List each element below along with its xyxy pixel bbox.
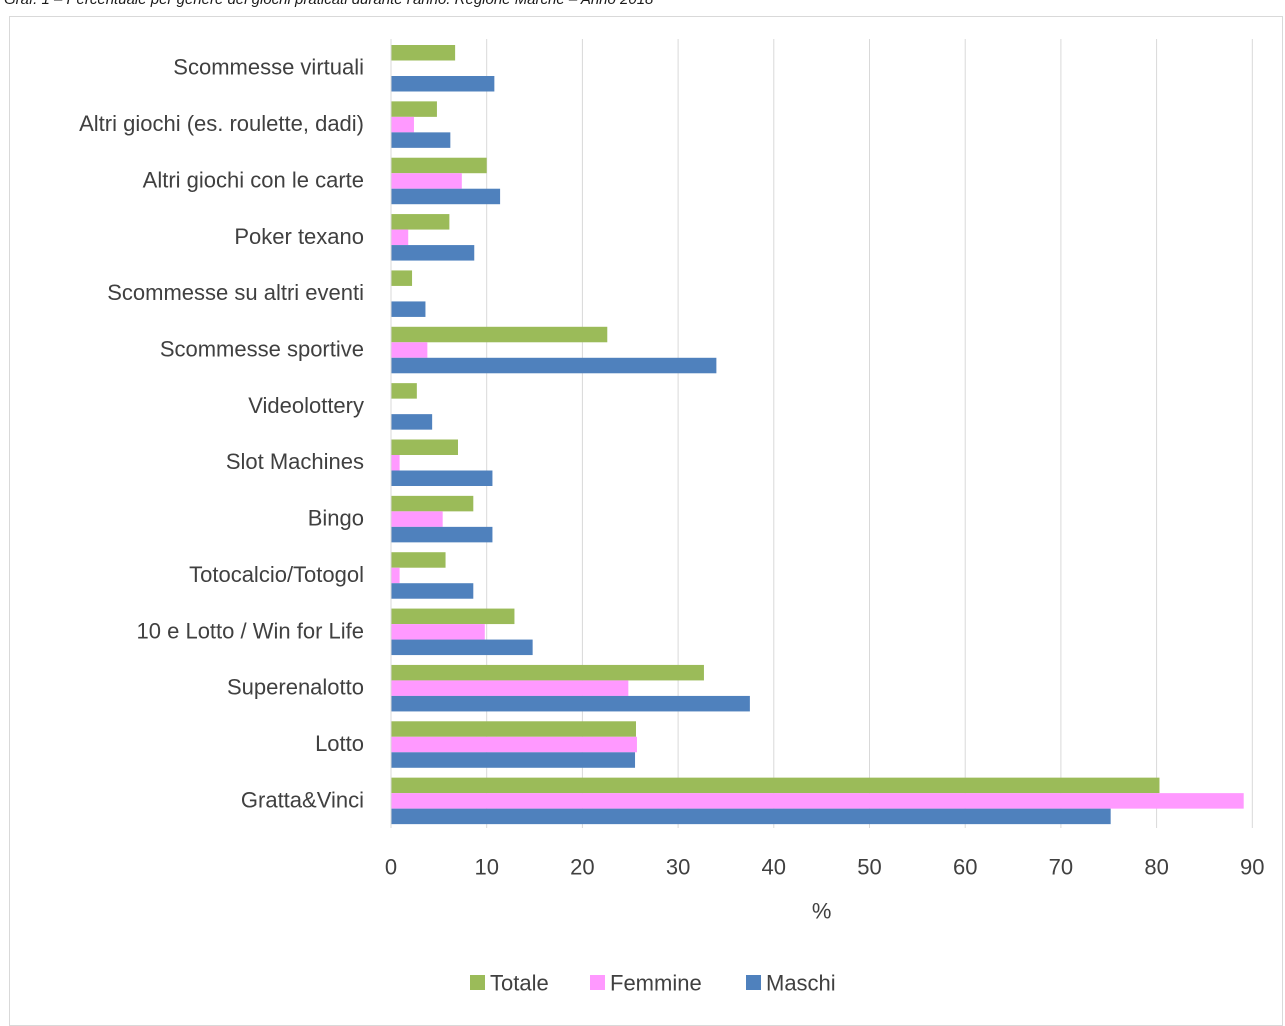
category-label-scommesse-sportive: Scommesse sportive	[160, 336, 364, 361]
x-axis-title: %	[812, 899, 832, 924]
category-label-altri-giochi-con-le-carte: Altri giochi con le carte	[143, 167, 364, 192]
bar-totale-altri-giochi-con-le-carte	[391, 157, 487, 174]
bar-maschi-slot-machines	[391, 470, 493, 486]
bar-maschi-altri-giochi-con-le-carte	[391, 188, 501, 205]
x-tick-label-20: 20	[570, 855, 594, 880]
legend-swatch-maschi	[746, 975, 761, 990]
bar-maschi-bingo	[391, 526, 493, 543]
bar-totale-bingo	[391, 495, 474, 512]
legend-label-maschi: Maschi	[766, 971, 836, 996]
x-tick-label-90: 90	[1240, 855, 1264, 880]
x-tick-label-50: 50	[857, 855, 881, 880]
category-label-totocalcio-totogol: Totocalcio/Totogol	[189, 562, 364, 587]
bar-femmine-totocalcio-totogol	[391, 567, 400, 584]
bar-totale-gratta-vinci	[391, 777, 1160, 794]
bar-femmine-slot-machines	[391, 455, 400, 471]
bar-totale-lotto	[391, 721, 636, 737]
bar-totale-slot-machines	[391, 439, 458, 455]
x-tick-label-40: 40	[762, 855, 786, 880]
bar-totale-superenalotto	[391, 664, 704, 681]
bar-totale-scommesse-virtuali	[391, 45, 456, 61]
category-label-scommesse-su-altri-eventi: Scommesse su altri eventi	[107, 280, 364, 305]
bar-femmine-scommesse-sportive	[391, 342, 428, 358]
bar-maschi-poker-texano	[391, 245, 475, 261]
bar-totale-scommesse-su-altri-eventi	[391, 270, 413, 286]
category-label-lotto: Lotto	[315, 731, 364, 756]
x-tick-label-70: 70	[1049, 855, 1073, 880]
bar-femmine-bingo	[391, 511, 443, 527]
bar-femmine-10-e-lotto-win-for-life	[391, 624, 485, 640]
legend-swatch-femmine	[590, 975, 605, 990]
bar-maschi-lotto	[391, 752, 636, 768]
bar-maschi-scommesse-sportive	[391, 357, 717, 374]
category-label-superenalotto: Superenalotto	[227, 675, 364, 700]
bar-totale-scommesse-sportive	[391, 326, 608, 343]
category-label-poker-texano: Poker texano	[234, 224, 364, 249]
x-tick-label-60: 60	[953, 855, 977, 880]
category-label-videolottery: Videolottery	[248, 393, 364, 418]
bar-totale-poker-texano	[391, 214, 450, 230]
bar-totale-videolottery	[391, 383, 417, 399]
bar-maschi-totocalcio-totogol	[391, 583, 474, 599]
category-label-bingo: Bingo	[308, 506, 364, 531]
bar-maschi-altri-giochi-es-roulette-dadi	[391, 132, 451, 148]
bar-maschi-10-e-lotto-win-for-life	[391, 639, 533, 656]
category-label-slot-machines: Slot Machines	[226, 449, 364, 474]
legend-swatch-totale	[470, 975, 485, 990]
category-label-scommesse-virtuali: Scommesse virtuali	[173, 55, 364, 80]
bar-femmine-lotto	[391, 736, 637, 753]
bar-totale-altri-giochi-es-roulette-dadi	[391, 101, 437, 117]
x-tick-label-30: 30	[666, 855, 690, 880]
bar-maschi-superenalotto	[391, 695, 750, 712]
bar-femmine-altri-giochi-con-le-carte	[391, 173, 462, 189]
x-tick-label-10: 10	[474, 855, 498, 880]
bar-femmine-superenalotto	[391, 680, 629, 696]
bar-femmine-gratta-vinci	[391, 793, 1244, 809]
legend-label-totale: Totale	[490, 971, 549, 996]
bar-femmine-poker-texano	[391, 229, 409, 246]
bar-maschi-videolottery	[391, 414, 433, 430]
bar-maschi-gratta-vinci	[391, 808, 1111, 825]
x-tick-label-80: 80	[1144, 855, 1168, 880]
category-label-10-e-lotto-win-for-life: 10 e Lotto / Win for Life	[137, 618, 364, 643]
bar-maschi-scommesse-virtuali	[391, 76, 495, 92]
bar-maschi-scommesse-su-altri-eventi	[391, 301, 426, 317]
bar-femmine-altri-giochi-es-roulette-dadi	[391, 116, 414, 133]
category-label-altri-giochi-es-roulette-dadi: Altri giochi (es. roulette, dadi)	[79, 111, 364, 136]
bar-totale-totocalcio-totogol	[391, 552, 446, 568]
x-tick-label-0: 0	[385, 855, 397, 880]
chart-title: Graf. 1 – Percentuale per genere dei gio…	[4, 0, 653, 8]
legend-label-femmine: Femmine	[610, 971, 702, 996]
category-label-gratta-vinci: Gratta&Vinci	[241, 787, 364, 812]
bar-totale-10-e-lotto-win-for-life	[391, 608, 515, 625]
